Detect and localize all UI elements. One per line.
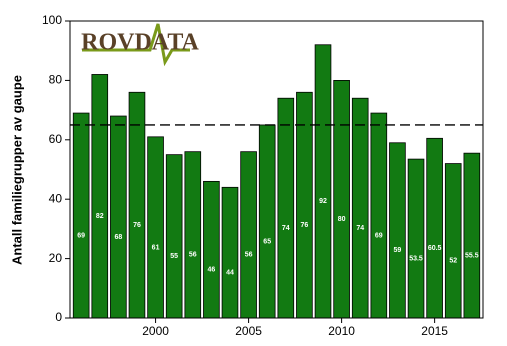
bar xyxy=(165,154,183,319)
x-tick-label: 2015 xyxy=(421,324,448,338)
bar xyxy=(221,186,239,319)
value-label: 44 xyxy=(226,270,234,277)
value-label: 92 xyxy=(319,198,327,205)
value-label: 82 xyxy=(96,213,104,220)
value-label: 76 xyxy=(301,222,309,229)
bar xyxy=(444,163,462,319)
plot-frame xyxy=(69,20,484,319)
bar xyxy=(463,152,481,319)
bar xyxy=(147,136,164,319)
value-label: 59 xyxy=(394,247,402,254)
y-tick-label: 40 xyxy=(49,191,63,205)
value-label: 69 xyxy=(77,232,85,239)
value-label: 52 xyxy=(449,258,457,265)
bar xyxy=(407,158,425,319)
value-label: 69 xyxy=(375,232,383,239)
bar xyxy=(184,151,202,319)
bar xyxy=(389,142,406,319)
bar xyxy=(128,91,146,319)
y-tick-label: 100 xyxy=(42,13,62,27)
y-tick-label: 20 xyxy=(49,251,63,265)
value-label: 56 xyxy=(189,252,197,259)
value-label: 55.5 xyxy=(465,252,479,259)
value-label: 60.5 xyxy=(428,245,442,252)
value-label: 68 xyxy=(114,234,122,241)
value-label: 74 xyxy=(356,225,364,232)
y-tick-label: 0 xyxy=(55,310,62,324)
value-label: 74 xyxy=(282,225,290,232)
bar xyxy=(258,124,276,319)
logo-wave xyxy=(82,23,190,67)
bar xyxy=(72,112,90,319)
bar xyxy=(91,74,109,319)
value-label: 56 xyxy=(245,252,253,259)
value-label: 65 xyxy=(263,238,271,245)
x-tick-label: 2005 xyxy=(235,324,262,338)
bar xyxy=(314,44,332,319)
bar xyxy=(110,115,127,319)
bar xyxy=(277,97,295,319)
value-label: 53.5 xyxy=(409,255,423,262)
y-tick-label: 60 xyxy=(49,132,63,146)
value-label: 76 xyxy=(133,222,141,229)
bar xyxy=(351,97,369,319)
bar xyxy=(426,137,443,319)
y-axis-label: Antall familiegrupper av gaupe xyxy=(9,75,24,265)
y-tick-label: 80 xyxy=(49,73,63,87)
bar xyxy=(240,151,257,319)
logo: ROVDATA xyxy=(81,23,200,67)
logo-text: ROVDATA xyxy=(81,30,199,56)
bar xyxy=(296,91,313,319)
value-label: 46 xyxy=(207,267,215,274)
x-tick-label: 2000 xyxy=(142,324,169,338)
bar xyxy=(203,180,220,319)
value-label: 61 xyxy=(152,244,160,251)
x-tick-label: 2010 xyxy=(328,324,355,338)
value-label: 80 xyxy=(338,216,346,223)
bar xyxy=(333,80,350,319)
value-label: 55 xyxy=(170,253,178,260)
bar xyxy=(370,112,388,319)
